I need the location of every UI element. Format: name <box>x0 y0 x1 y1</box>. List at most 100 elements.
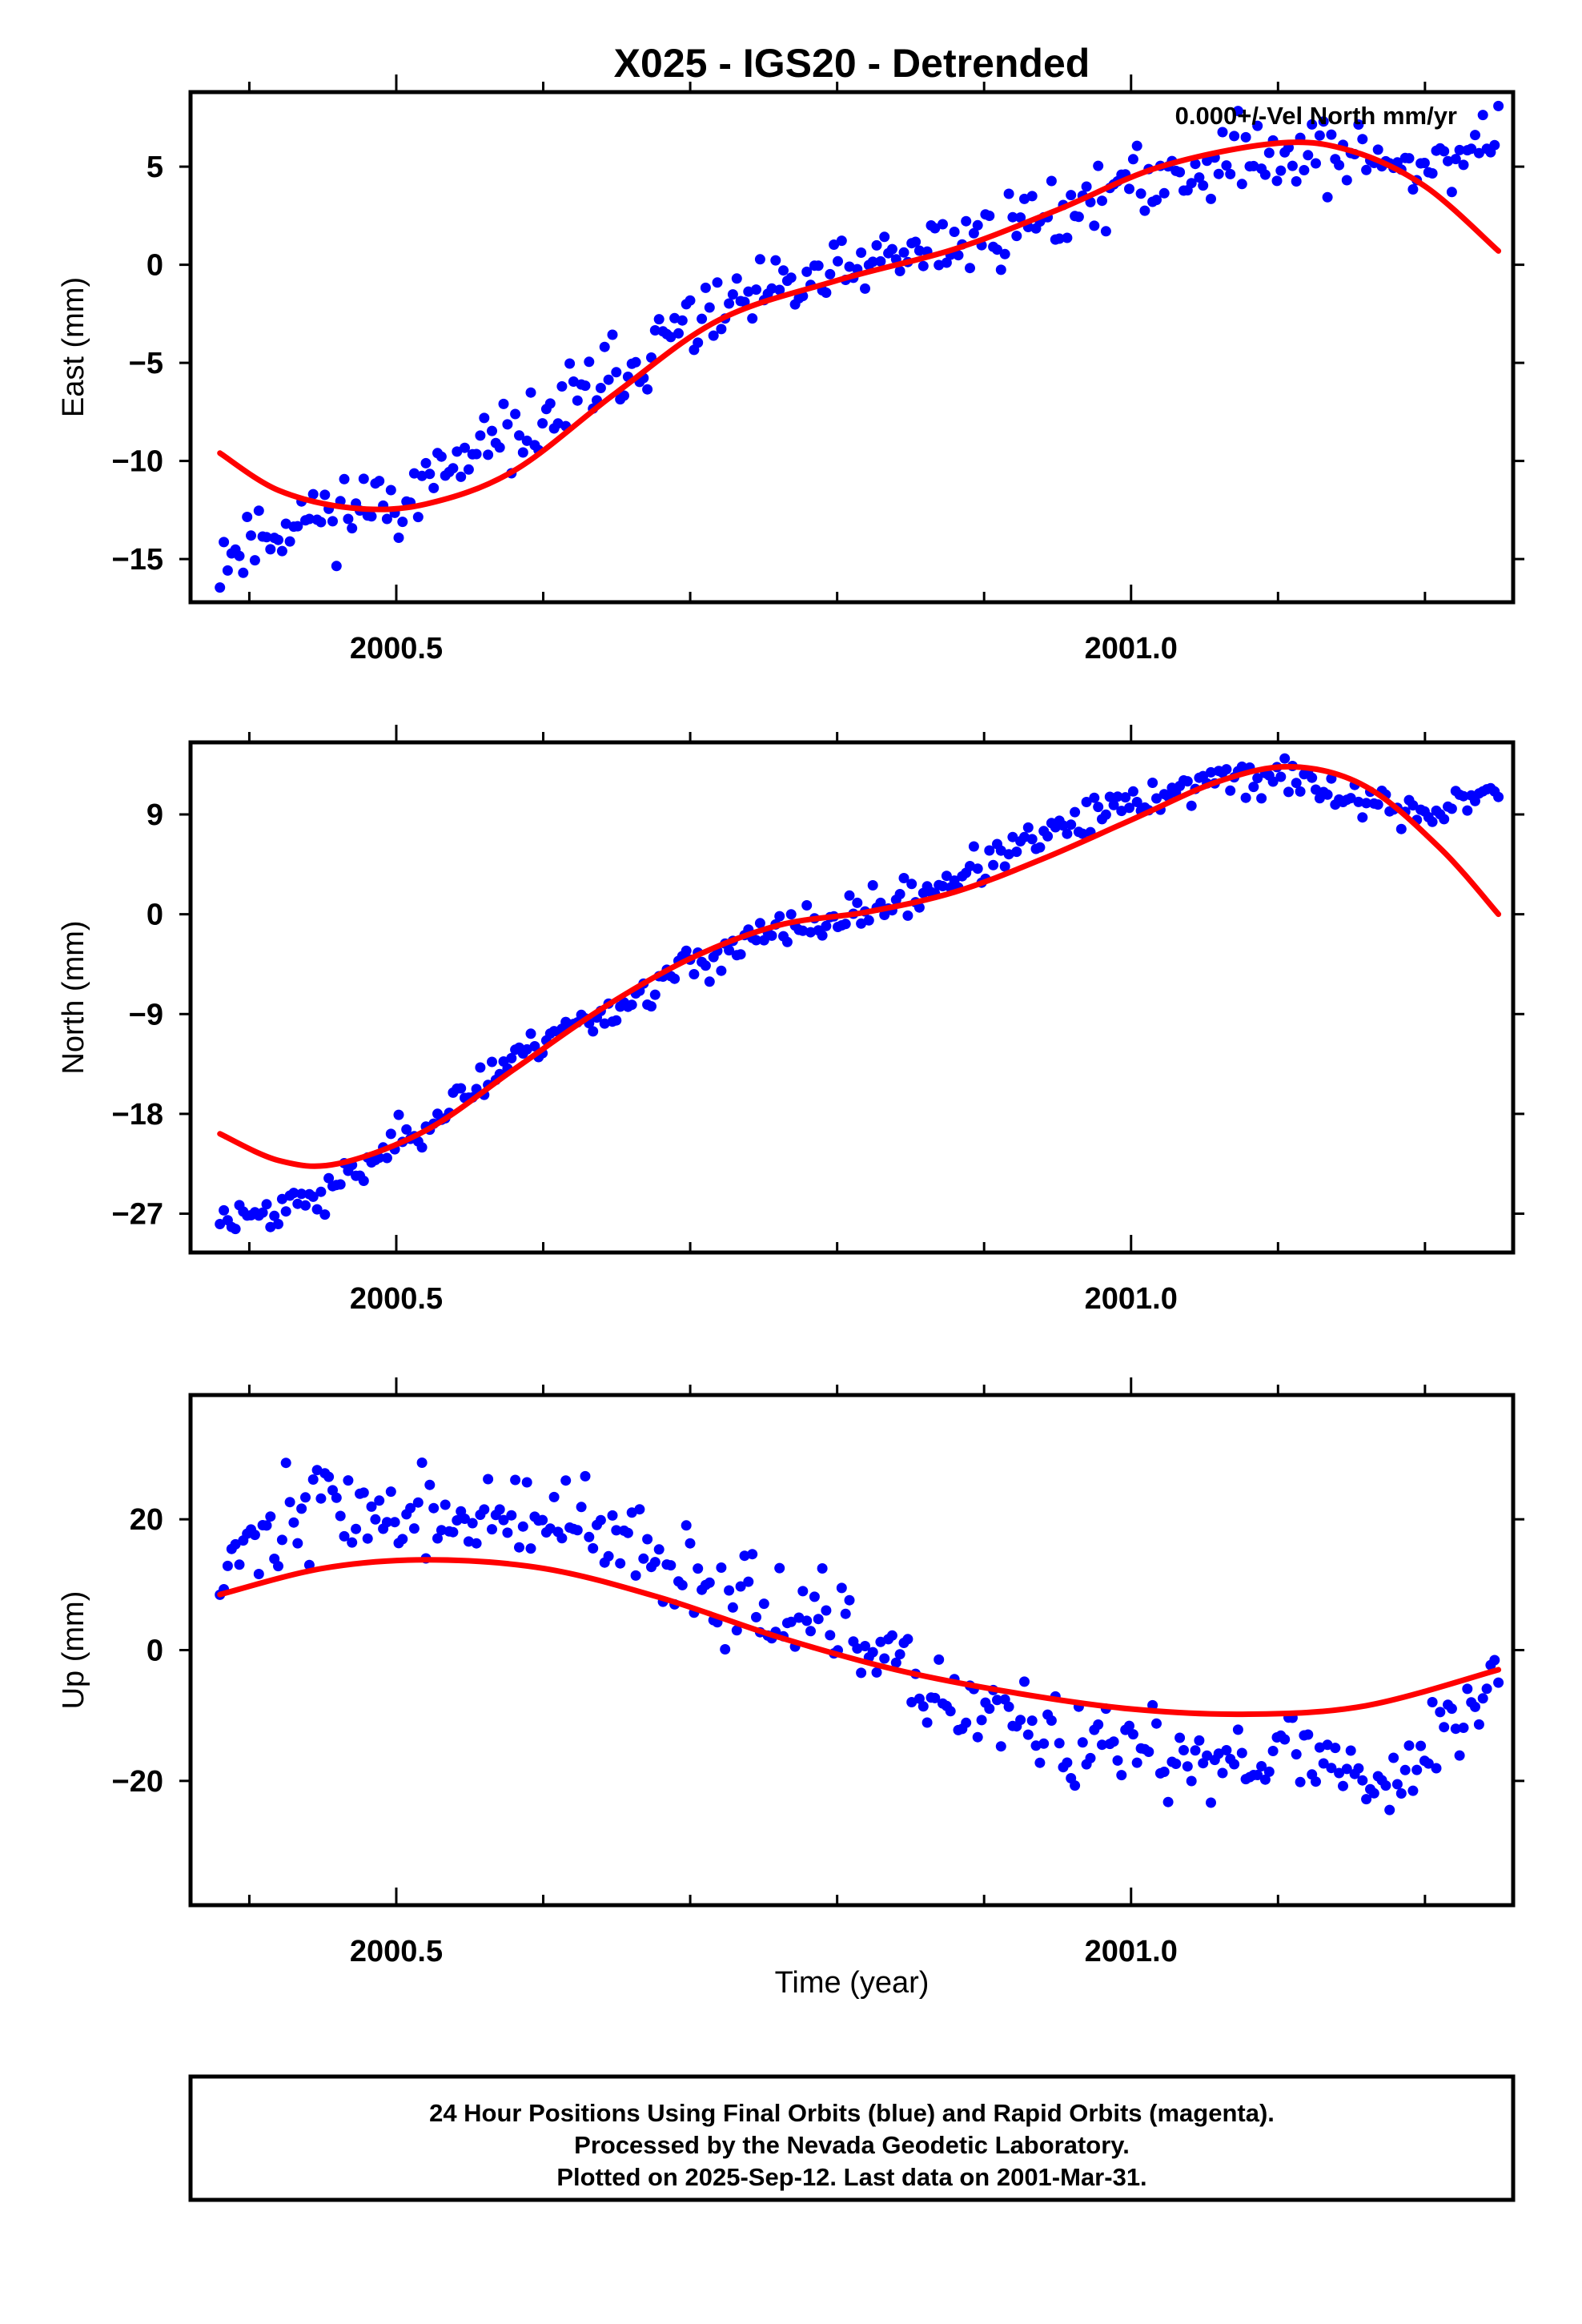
data-point <box>521 1477 532 1488</box>
data-point <box>463 1536 474 1547</box>
data-point <box>867 880 878 891</box>
data-point <box>1311 158 1321 169</box>
data-point <box>584 356 595 368</box>
data-point <box>1353 796 1364 807</box>
data-point <box>1489 139 1500 151</box>
data-point <box>724 945 735 956</box>
data-point <box>292 521 303 532</box>
data-point <box>560 1475 572 1486</box>
data-point <box>716 1562 727 1573</box>
data-point <box>219 537 230 548</box>
data-point <box>934 1654 945 1665</box>
data-point <box>774 911 785 922</box>
data-point <box>1338 1780 1348 1791</box>
data-point <box>362 1533 373 1544</box>
data-point <box>1279 753 1291 764</box>
data-point <box>1100 226 1111 237</box>
data-point <box>572 395 583 406</box>
data-point <box>1221 764 1232 775</box>
data-point <box>1127 154 1138 165</box>
data-point <box>649 1557 661 1568</box>
data-point <box>607 329 618 340</box>
data-point <box>1291 176 1302 187</box>
data-point <box>1011 846 1022 858</box>
data-point <box>366 1501 377 1512</box>
data-point <box>584 1531 595 1542</box>
data-point <box>1093 1719 1104 1730</box>
data-point <box>999 248 1010 259</box>
data-point <box>1124 1720 1134 1731</box>
data-point <box>1318 1758 1329 1769</box>
data-point <box>1357 1775 1368 1786</box>
data-point <box>564 358 576 369</box>
data-points <box>215 1458 1504 1815</box>
data-point <box>1206 193 1216 204</box>
data-point <box>471 448 482 460</box>
data-point <box>514 430 524 441</box>
data-point <box>751 284 761 296</box>
data-point <box>521 435 532 446</box>
data-point <box>724 298 735 309</box>
data-point <box>1236 1747 1247 1759</box>
data-point <box>875 897 886 908</box>
data-point <box>537 1514 548 1526</box>
data-point <box>886 243 897 255</box>
data-point <box>1034 842 1046 853</box>
data-point <box>1151 793 1162 804</box>
data-point <box>677 315 688 326</box>
data-point <box>1131 1757 1142 1768</box>
data-point <box>1407 1785 1419 1796</box>
data-point <box>1151 1718 1162 1729</box>
data-point <box>1372 799 1383 810</box>
data-point <box>821 920 832 931</box>
data-point <box>890 1657 901 1668</box>
data-point <box>766 283 777 294</box>
data-point <box>393 1109 404 1120</box>
data-point <box>867 256 878 267</box>
data-point <box>230 1538 241 1550</box>
y-tick-label: −9 <box>129 998 163 1031</box>
data-point <box>797 925 809 936</box>
data-point <box>1229 131 1240 142</box>
data-point <box>727 289 738 300</box>
data-point <box>1458 1723 1469 1733</box>
data-point <box>265 1511 276 1522</box>
caption-line-3: Plotted on 2025-Sep-12. Last data on 200… <box>556 2163 1146 2191</box>
data-point <box>374 1495 385 1506</box>
data-point <box>284 536 295 547</box>
data-point <box>1353 119 1364 130</box>
data-point <box>1259 1774 1271 1785</box>
data-point <box>797 1586 809 1597</box>
data-point <box>665 332 677 343</box>
data-point <box>1357 812 1368 823</box>
y-tick-label: 5 <box>147 151 163 184</box>
data-point <box>961 1717 972 1728</box>
data-point <box>494 442 505 453</box>
data-point <box>1143 1747 1154 1757</box>
data-point <box>1093 160 1104 171</box>
data-point <box>972 219 983 231</box>
data-point <box>1466 143 1477 155</box>
caption-line-1: 24 Hour Positions Using Final Orbits (bl… <box>429 2099 1275 2127</box>
data-point <box>1127 786 1138 797</box>
data-point <box>1007 831 1018 842</box>
data-point <box>1062 828 1073 839</box>
panel-north: 2000.5 2001.0 −27 −18 −9 0 9 North (mm) <box>57 725 1524 1316</box>
data-point <box>1131 797 1142 807</box>
data-point <box>809 1591 820 1602</box>
data-point <box>393 533 404 543</box>
data-point <box>471 1538 482 1549</box>
data-point <box>331 561 342 572</box>
data-point <box>1489 1655 1500 1666</box>
data-point <box>307 489 319 500</box>
data-point <box>1454 1750 1465 1761</box>
data-point <box>1493 100 1504 111</box>
data-point <box>902 1634 913 1645</box>
data-point <box>506 1052 517 1063</box>
data-point <box>1334 159 1345 171</box>
model-curve <box>217 763 1502 1169</box>
data-point <box>1158 1767 1170 1777</box>
data-point <box>1058 820 1069 831</box>
y-tick-label: 0 <box>147 1634 163 1668</box>
data-point <box>436 1525 447 1536</box>
